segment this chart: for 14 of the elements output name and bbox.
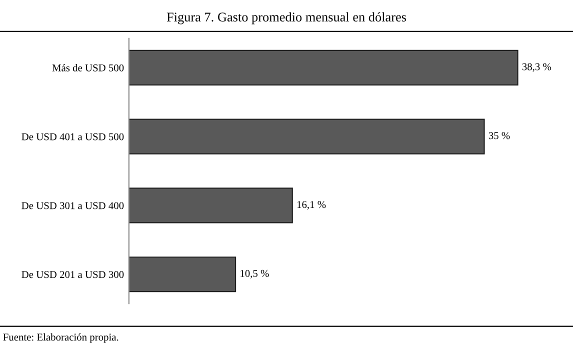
bar <box>128 256 236 292</box>
bar <box>128 118 485 154</box>
bar <box>128 50 518 86</box>
y-tick-label: De USD 401 a USD 500 <box>22 133 124 140</box>
y-tick-label: Más de USD 500 <box>52 64 124 72</box>
y-tick-label: De USD 301 a USD 400 <box>22 202 124 210</box>
data-label: 38,3 % <box>522 63 552 72</box>
data-label: 10,5 % <box>240 270 269 278</box>
source-note: Fuente: Elaboración propia. <box>3 333 118 343</box>
y-tick-label: De USD 201 a USD 300 <box>22 271 124 278</box>
chart-title: Figura 7. Gasto promedio mensual en dólares <box>166 12 406 24</box>
data-label: 16,1 % <box>297 201 326 210</box>
data-label: 35 % <box>488 132 510 140</box>
bar <box>128 188 293 224</box>
